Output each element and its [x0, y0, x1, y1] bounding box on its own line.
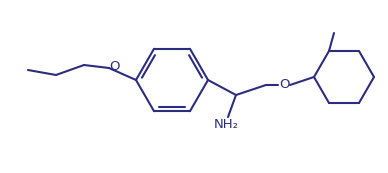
Text: NH₂: NH₂ — [213, 118, 239, 131]
Text: O: O — [109, 61, 119, 74]
Text: O: O — [279, 78, 289, 90]
